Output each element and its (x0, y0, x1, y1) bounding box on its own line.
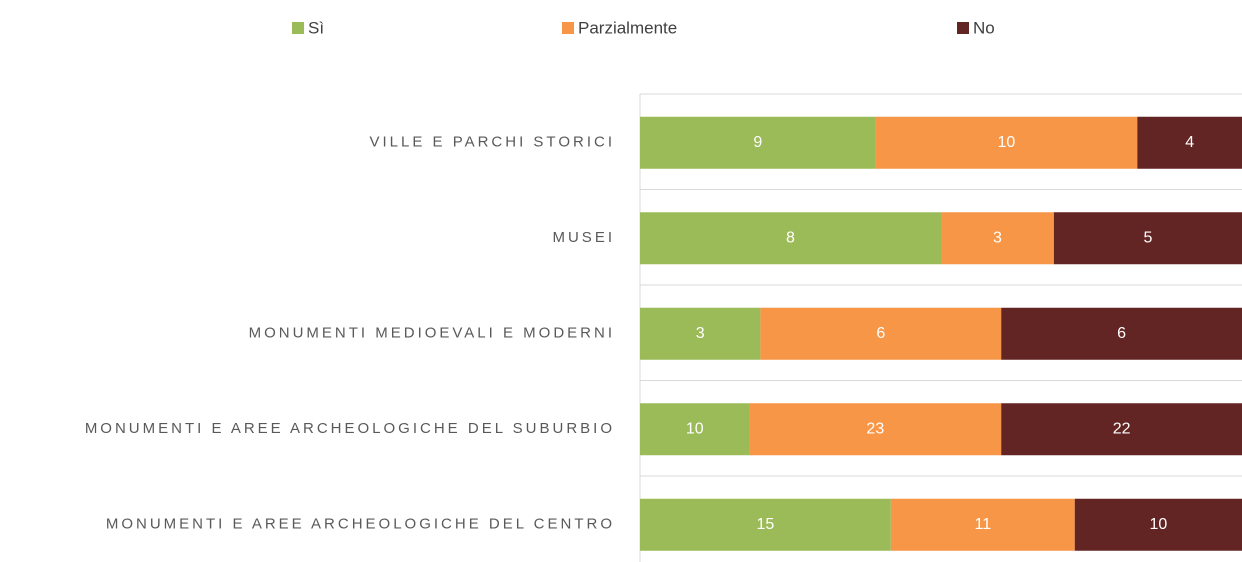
value-label: 10 (1149, 516, 1167, 533)
value-label: 6 (876, 325, 885, 342)
bar-segment (1053, 212, 1242, 265)
category-label: MUSEI (552, 229, 615, 246)
legend-label: Parzialmente (578, 18, 677, 37)
legend-label: Sì (308, 18, 324, 37)
category-label: MONUMENTI MEDIOEVALI E MODERNI (249, 325, 615, 342)
value-label: 15 (757, 516, 775, 533)
value-label: 10 (998, 134, 1016, 151)
value-label: 9 (753, 134, 762, 151)
legend-swatch (292, 22, 304, 34)
legend-swatch (957, 22, 969, 34)
bar-segment (640, 116, 876, 169)
bar-segment (749, 403, 1002, 456)
bar-segment (875, 116, 1138, 169)
legend-swatch (562, 22, 574, 34)
bar-segment (941, 212, 1054, 265)
value-label: 6 (1117, 325, 1126, 342)
bar-segment (640, 212, 941, 265)
bar-segment (640, 307, 761, 360)
bar-segment (640, 498, 891, 551)
category-label: MONUMENTI E AREE ARCHEOLOGICHE DEL CENTR… (106, 516, 615, 533)
bar-segment (1074, 498, 1242, 551)
value-label: 3 (696, 325, 705, 342)
category-label: VILLE E PARCHI STORICI (370, 134, 616, 151)
category-label: MONUMENTI E AREE ARCHEOLOGICHE DEL SUBUR… (85, 420, 615, 437)
bar-segment (890, 498, 1075, 551)
value-label: 4 (1185, 134, 1194, 151)
value-label: 23 (866, 420, 884, 437)
value-label: 3 (993, 229, 1002, 246)
bar-segment (1001, 403, 1242, 456)
value-label: 22 (1113, 420, 1131, 437)
bar-segment (640, 403, 750, 456)
value-label: 11 (975, 516, 992, 533)
value-label: 8 (786, 229, 795, 246)
value-label: 10 (686, 420, 704, 437)
bar-segment (760, 307, 1002, 360)
legend-label: No (973, 18, 995, 37)
bar-segment (1001, 307, 1242, 360)
value-label: 5 (1143, 229, 1152, 246)
bar-segment (1137, 116, 1242, 169)
